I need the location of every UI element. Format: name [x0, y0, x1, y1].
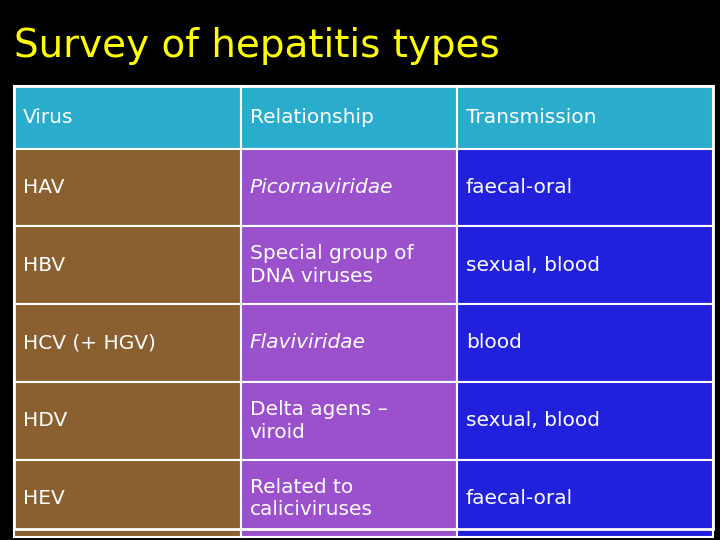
- Text: Delta agens –
viroid: Delta agens – viroid: [250, 400, 387, 442]
- Text: Picornaviridae: Picornaviridae: [250, 178, 393, 197]
- Text: Survey of hepatitis types: Survey of hepatitis types: [14, 27, 500, 65]
- Text: Virus: Virus: [23, 108, 73, 127]
- Text: Transmission: Transmission: [466, 108, 596, 127]
- FancyBboxPatch shape: [457, 226, 713, 304]
- Text: faecal-oral: faecal-oral: [466, 178, 573, 197]
- FancyBboxPatch shape: [14, 382, 241, 460]
- FancyBboxPatch shape: [457, 382, 713, 460]
- FancyBboxPatch shape: [457, 304, 713, 382]
- FancyBboxPatch shape: [457, 86, 713, 148]
- Text: HBV: HBV: [23, 255, 66, 275]
- FancyBboxPatch shape: [14, 304, 241, 382]
- Text: HCV (+ HGV): HCV (+ HGV): [23, 333, 156, 353]
- Text: Related to
caliciviruses: Related to caliciviruses: [250, 477, 373, 519]
- Text: HAV: HAV: [23, 178, 65, 197]
- Text: HDV: HDV: [23, 411, 67, 430]
- FancyBboxPatch shape: [14, 86, 241, 148]
- FancyBboxPatch shape: [241, 226, 457, 304]
- Text: blood: blood: [466, 333, 522, 353]
- FancyBboxPatch shape: [457, 148, 713, 226]
- Text: sexual, blood: sexual, blood: [466, 411, 600, 430]
- Text: Flaviviridae: Flaviviridae: [250, 333, 366, 353]
- FancyBboxPatch shape: [457, 460, 713, 537]
- FancyBboxPatch shape: [241, 382, 457, 460]
- FancyBboxPatch shape: [241, 148, 457, 226]
- FancyBboxPatch shape: [241, 460, 457, 537]
- Text: HEV: HEV: [23, 489, 65, 508]
- FancyBboxPatch shape: [241, 86, 457, 148]
- FancyBboxPatch shape: [14, 226, 241, 304]
- Text: faecal-oral: faecal-oral: [466, 489, 573, 508]
- Text: Special group of
DNA viruses: Special group of DNA viruses: [250, 244, 413, 286]
- Text: sexual, blood: sexual, blood: [466, 255, 600, 275]
- FancyBboxPatch shape: [14, 148, 241, 226]
- Text: Relationship: Relationship: [250, 108, 374, 127]
- FancyBboxPatch shape: [14, 460, 241, 537]
- FancyBboxPatch shape: [241, 304, 457, 382]
